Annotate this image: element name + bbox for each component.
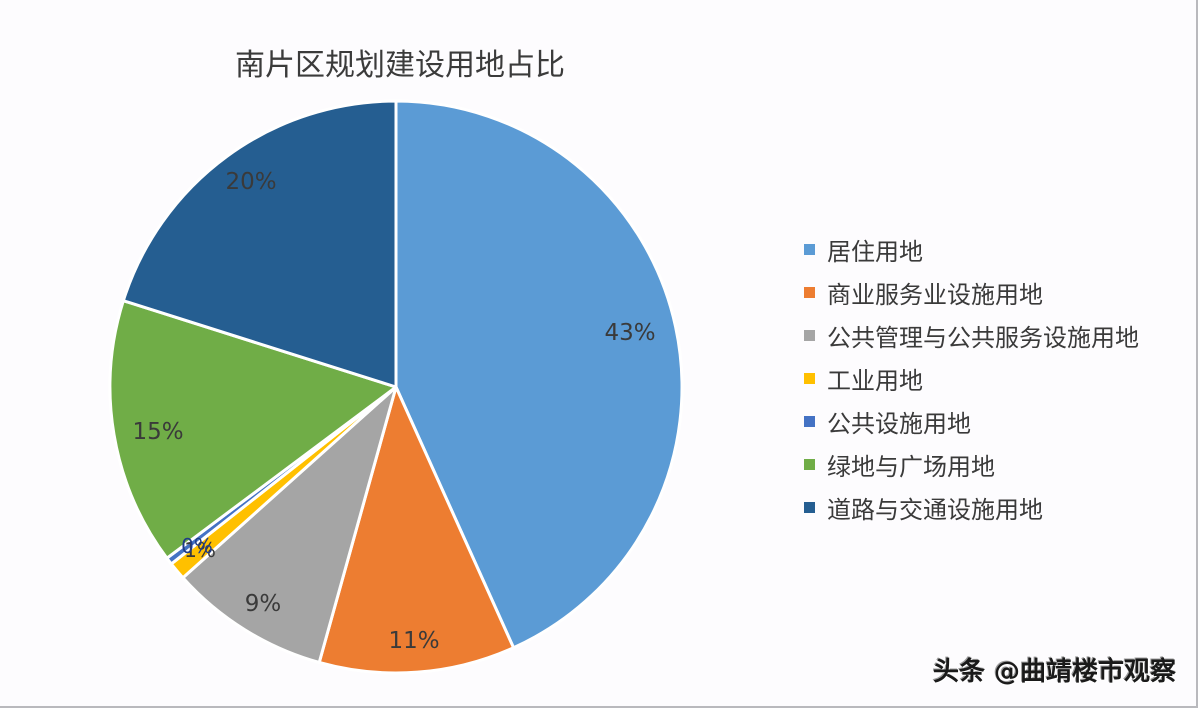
legend-label: 商业服务业设施用地: [827, 281, 1043, 309]
legend-swatch: [804, 373, 815, 384]
slice-label-public-admin: 9%: [244, 591, 282, 617]
legend-swatch: [804, 287, 815, 298]
legend-label: 道路与交通设施用地: [827, 496, 1043, 524]
legend-swatch: [804, 416, 815, 427]
slice-label-residential: 43%: [604, 320, 656, 346]
pie-slice-public-admin: [181, 385, 398, 664]
slice-label-utilities: 0%: [181, 534, 213, 558]
slice-label-green: 15%: [132, 419, 184, 445]
legend-item-roads: 道路与交通设施用地: [804, 486, 1139, 529]
slice-label-roads: 20%: [225, 169, 277, 195]
chart-title: 南片区规划建设用地占比: [235, 48, 565, 83]
legend-item-public-admin: 公共管理与公共服务设施用地: [804, 314, 1139, 357]
legend-label: 公共设施用地: [827, 410, 971, 438]
legend-item-industrial: 工业用地: [804, 357, 1139, 400]
legend-label: 工业用地: [827, 367, 923, 395]
pie-slices: [108, 99, 684, 675]
legend-item-commercial: 商业服务业设施用地: [804, 271, 1139, 314]
watermark: 头条 @曲靖楼市观察: [932, 657, 1176, 687]
legend-label: 公共管理与公共服务设施用地: [827, 324, 1139, 352]
legend-swatch: [804, 502, 815, 513]
slice-label-industrial: 1%: [184, 538, 216, 562]
legend-swatch: [804, 459, 815, 470]
slice-label-commercial: 11%: [388, 628, 440, 654]
legend-swatch: [804, 330, 815, 341]
pie-slice-residential: [394, 99, 684, 650]
legend-item-utilities: 公共设施用地: [804, 400, 1139, 443]
legend-label: 绿地与广场用地: [827, 453, 995, 481]
pie-slice-commercial: [317, 385, 516, 675]
legend-label: 居住用地: [827, 238, 923, 266]
legend-item-green: 绿地与广场用地: [804, 443, 1139, 486]
legend-swatch: [804, 244, 815, 255]
legend-item-residential: 居住用地: [804, 228, 1139, 271]
chart-legend: 居住用地 商业服务业设施用地 公共管理与公共服务设施用地 工业用地 公共设施用地…: [804, 228, 1139, 529]
pie-slice-roads: [121, 99, 398, 389]
